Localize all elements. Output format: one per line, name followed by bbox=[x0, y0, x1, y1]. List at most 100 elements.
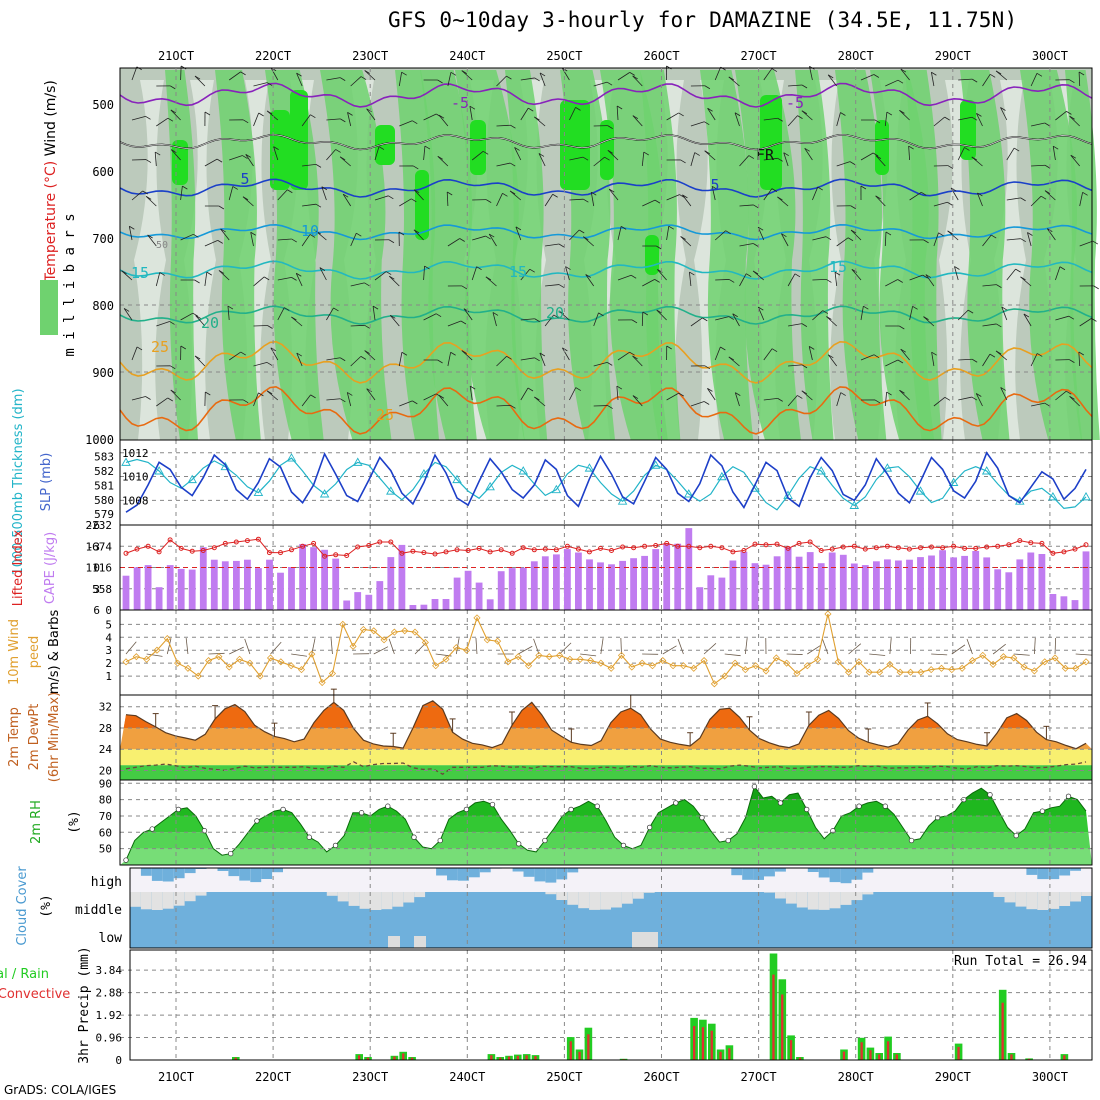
cloud-high-bar bbox=[184, 868, 196, 874]
cape-bar bbox=[928, 555, 935, 610]
wind-speed-marker bbox=[545, 653, 553, 661]
wind-barb-flag bbox=[598, 312, 604, 317]
wind-barb-flag bbox=[482, 150, 489, 155]
wind-barb bbox=[326, 149, 336, 161]
wind-barb-flag bbox=[931, 71, 937, 76]
wind-barb bbox=[593, 81, 608, 87]
rh-high-region bbox=[270, 110, 290, 190]
wind-barb bbox=[253, 112, 260, 127]
chart-title: GFS 0~10day 3-hourly for DAMAZINE (34.5E… bbox=[388, 8, 1018, 32]
temp-tick-label: 20 bbox=[99, 764, 112, 777]
wind-speed-marker bbox=[607, 664, 615, 672]
wind-barb bbox=[170, 149, 181, 161]
cloud-high-bar bbox=[840, 868, 852, 884]
wind-speed-marker bbox=[814, 655, 822, 663]
cape-bar bbox=[895, 560, 902, 610]
rh-high-region bbox=[415, 170, 429, 240]
wind-barb-flag bbox=[534, 357, 540, 362]
wind-barb bbox=[680, 236, 692, 247]
temp-axis-label-3: (6hr Min/Max) bbox=[47, 692, 62, 782]
precip-tick-label: 1.92 bbox=[96, 1009, 123, 1022]
x-tick-label-top: 23OCT bbox=[352, 49, 388, 63]
wind-barb bbox=[812, 186, 819, 201]
li-marker bbox=[708, 543, 714, 549]
wind-barb-flag bbox=[388, 195, 394, 200]
wind-barb bbox=[342, 193, 352, 207]
surface-wind-barb bbox=[724, 653, 741, 657]
wind-barb-flag bbox=[250, 231, 256, 236]
cape-bar bbox=[464, 570, 472, 610]
wind-barb bbox=[714, 230, 726, 241]
wind-barb-flag bbox=[923, 239, 929, 244]
wind-barb-flag bbox=[340, 398, 346, 403]
wind-barb-flag bbox=[971, 78, 978, 83]
wind-barb-flag bbox=[825, 236, 832, 241]
surface-wind-barb bbox=[518, 645, 533, 655]
wind-barb-flag bbox=[372, 305, 379, 310]
rh-band bbox=[120, 815, 1092, 833]
rh-marker bbox=[856, 803, 862, 809]
wind-speed-marker bbox=[390, 628, 398, 636]
temp-tick-label: 28 bbox=[99, 722, 112, 735]
wind-barb bbox=[836, 161, 851, 167]
wind-barb bbox=[485, 276, 497, 287]
cloud-high-bar bbox=[775, 868, 786, 872]
y-tick-label: 1000 bbox=[85, 433, 114, 447]
cape-bar bbox=[707, 575, 715, 610]
wind-barb-flag bbox=[642, 311, 649, 316]
cape-bar bbox=[1049, 594, 1057, 610]
slp-line bbox=[125, 451, 1087, 513]
wind-barb-flag bbox=[631, 319, 638, 324]
wind-barb-flag bbox=[509, 162, 516, 167]
wind-speed-marker bbox=[834, 658, 842, 666]
precip-convective-bar bbox=[878, 1054, 881, 1060]
cloud-middle-gap bbox=[556, 892, 568, 900]
wind-barb-flag bbox=[193, 233, 199, 238]
wind-barb bbox=[739, 273, 747, 287]
wind-barb bbox=[739, 243, 754, 247]
li-marker bbox=[598, 545, 603, 551]
thickness-marker bbox=[1081, 491, 1091, 501]
wind-barb-flag bbox=[976, 393, 982, 397]
wind-barb bbox=[827, 74, 838, 87]
wind-barb bbox=[296, 72, 303, 87]
wind-barb-flag bbox=[575, 387, 581, 391]
precip-convective-bar bbox=[358, 1055, 361, 1060]
wind-barb bbox=[228, 186, 234, 201]
surface-wind-barb bbox=[620, 637, 622, 655]
li-marker bbox=[575, 546, 581, 552]
surface-wind-barb bbox=[270, 641, 282, 655]
wind-barb bbox=[860, 74, 875, 81]
wind-barb-flag bbox=[347, 112, 353, 116]
wind-barb-flag bbox=[804, 147, 810, 152]
cape-bar bbox=[255, 568, 262, 610]
cloud-middle-gap bbox=[140, 892, 152, 910]
wind-barb bbox=[1006, 238, 1021, 241]
wind-speed-marker bbox=[370, 627, 378, 635]
wind-barb bbox=[350, 356, 362, 367]
wind-speed-marker bbox=[525, 662, 533, 670]
wind-speed-marker bbox=[762, 667, 770, 675]
wind-barb-flag bbox=[461, 285, 468, 290]
wind-barb-flag bbox=[218, 205, 225, 210]
temp-line bbox=[125, 700, 1087, 750]
wind-barb-flag bbox=[194, 279, 200, 284]
thickness-marker bbox=[220, 461, 231, 471]
wind-barb bbox=[958, 116, 973, 121]
li-marker bbox=[1061, 549, 1067, 555]
wind-speed-marker bbox=[875, 668, 884, 676]
cloud-middle-gap bbox=[337, 892, 349, 902]
wind-barb bbox=[321, 186, 327, 201]
rh-moist-region bbox=[960, 70, 1010, 440]
surface-wind-barb bbox=[388, 638, 395, 655]
wind-barb-flag bbox=[510, 124, 516, 129]
precip-frame bbox=[129, 949, 1093, 1061]
wind-barb-flag bbox=[1000, 107, 1006, 111]
precip-convective-bar bbox=[860, 1042, 863, 1060]
wind-barb-flag bbox=[680, 159, 686, 164]
wind-barb bbox=[520, 318, 535, 321]
wind-barb bbox=[1055, 315, 1069, 321]
wind-barb-flag bbox=[944, 116, 950, 121]
wind-barb-flag bbox=[266, 390, 273, 395]
